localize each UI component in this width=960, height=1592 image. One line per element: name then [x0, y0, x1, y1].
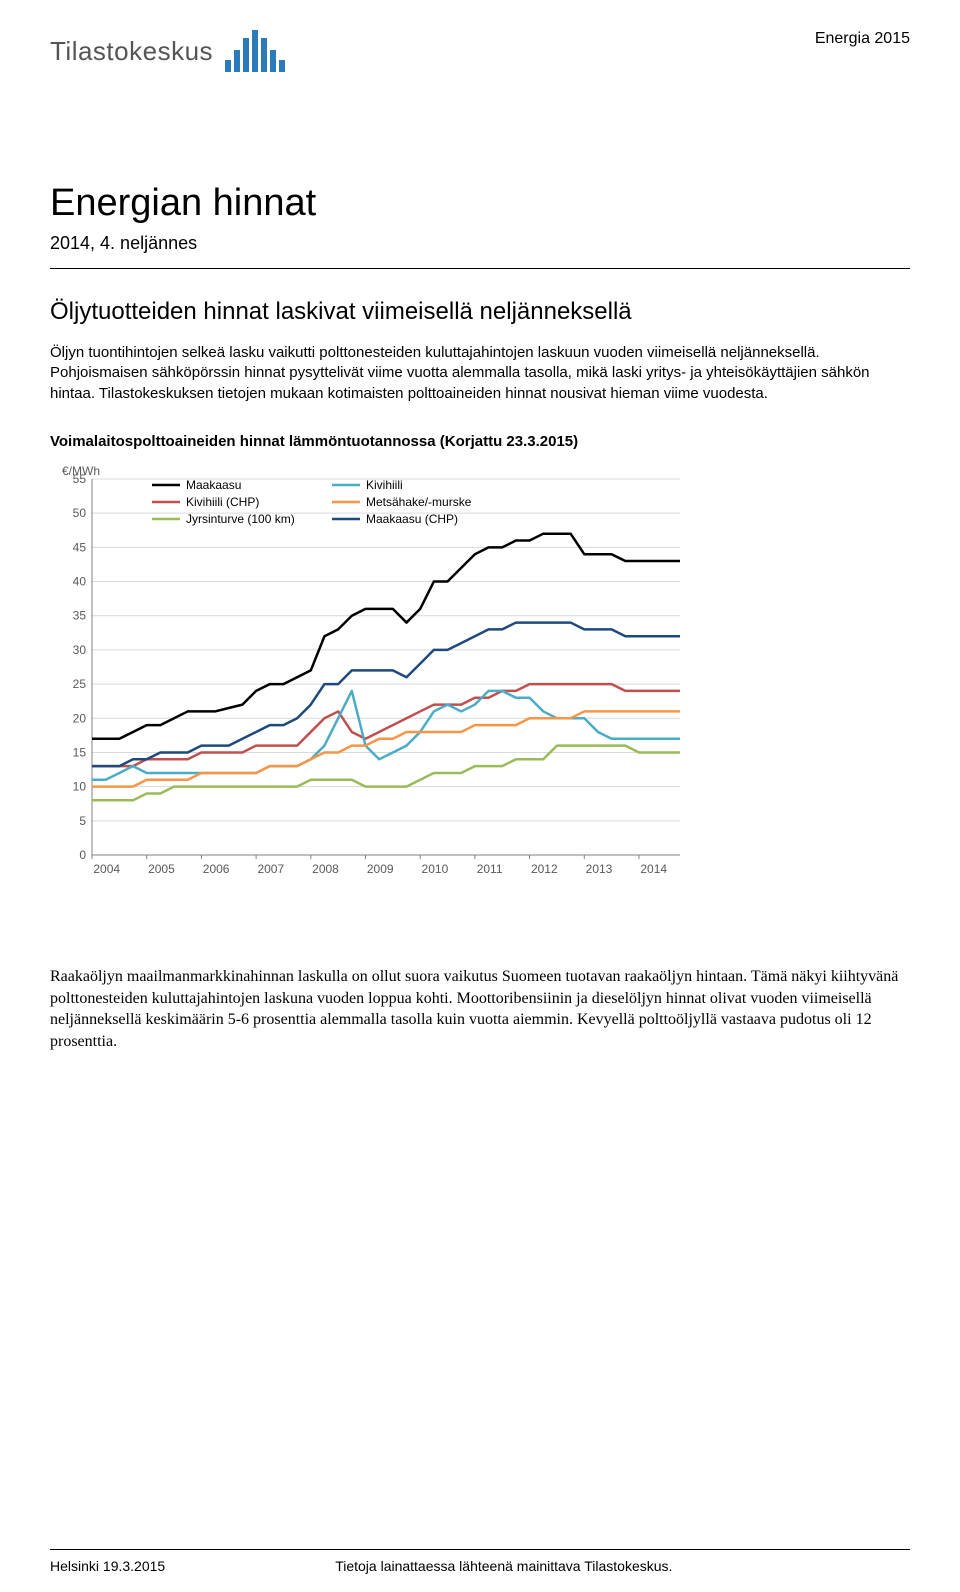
svg-text:2004: 2004 — [93, 862, 120, 876]
svg-text:5: 5 — [79, 814, 86, 828]
svg-text:55: 55 — [73, 472, 87, 486]
svg-text:2005: 2005 — [148, 862, 175, 876]
svg-text:20: 20 — [73, 712, 87, 726]
svg-text:Kivihiili: Kivihiili — [366, 478, 403, 492]
intro-paragraph: Öljyn tuontihintojen selkeä lasku vaikut… — [50, 343, 910, 404]
svg-text:2006: 2006 — [203, 862, 230, 876]
category-label: Energia 2015 — [815, 30, 910, 48]
footer: Helsinki 19.3.2015 Tietoja lainattaessa … — [50, 1541, 910, 1574]
svg-text:2013: 2013 — [586, 862, 613, 876]
page-subtitle: 2014, 4. neljännes — [50, 233, 910, 254]
svg-text:2011: 2011 — [477, 862, 503, 876]
divider — [50, 268, 910, 269]
svg-text:2007: 2007 — [257, 862, 284, 876]
svg-text:2009: 2009 — [367, 862, 394, 876]
svg-text:30: 30 — [73, 643, 87, 657]
logo-bars-icon — [225, 30, 285, 72]
logo-text: Tilastokeskus — [50, 36, 213, 67]
footer-date: Helsinki 19.3.2015 — [50, 1558, 165, 1574]
svg-text:2014: 2014 — [640, 862, 667, 876]
section-heading: Öljytuotteiden hinnat laskivat viimeisel… — [50, 297, 910, 327]
svg-text:45: 45 — [73, 541, 87, 555]
body-paragraph: Raakaöljyn maailmanmarkkinahinnan laskul… — [50, 966, 910, 1052]
header-row: Tilastokeskus Energia 2015 — [50, 30, 910, 72]
svg-text:Metsähake/-murske: Metsähake/-murske — [366, 495, 472, 509]
footer-divider — [50, 1549, 910, 1550]
svg-text:15: 15 — [73, 746, 87, 760]
svg-text:2012: 2012 — [531, 862, 558, 876]
svg-text:0: 0 — [79, 848, 86, 862]
svg-text:2008: 2008 — [312, 862, 339, 876]
svg-text:35: 35 — [73, 609, 87, 623]
logo: Tilastokeskus — [50, 30, 285, 72]
svg-text:10: 10 — [73, 780, 87, 794]
svg-text:25: 25 — [73, 677, 87, 691]
chart-title: Voimalaitospolttoaineiden hinnat lämmönt… — [50, 432, 910, 452]
svg-text:Jyrsinturve (100 km): Jyrsinturve (100 km) — [186, 512, 295, 526]
svg-text:Maakaasu (CHP): Maakaasu (CHP) — [366, 512, 458, 526]
page-title: Energian hinnat — [50, 182, 910, 225]
svg-text:40: 40 — [73, 575, 87, 589]
footer-attribution: Tietoja lainattaessa lähteenä mainittava… — [335, 1558, 672, 1574]
svg-text:50: 50 — [73, 506, 87, 520]
svg-text:Maakaasu: Maakaasu — [186, 478, 241, 492]
fuel-price-chart: €/MWh05101520253035404550552004200520062… — [50, 461, 690, 886]
chart-svg: €/MWh05101520253035404550552004200520062… — [50, 461, 690, 881]
svg-text:Kivihiili (CHP): Kivihiili (CHP) — [186, 495, 259, 509]
svg-text:2010: 2010 — [422, 862, 449, 876]
